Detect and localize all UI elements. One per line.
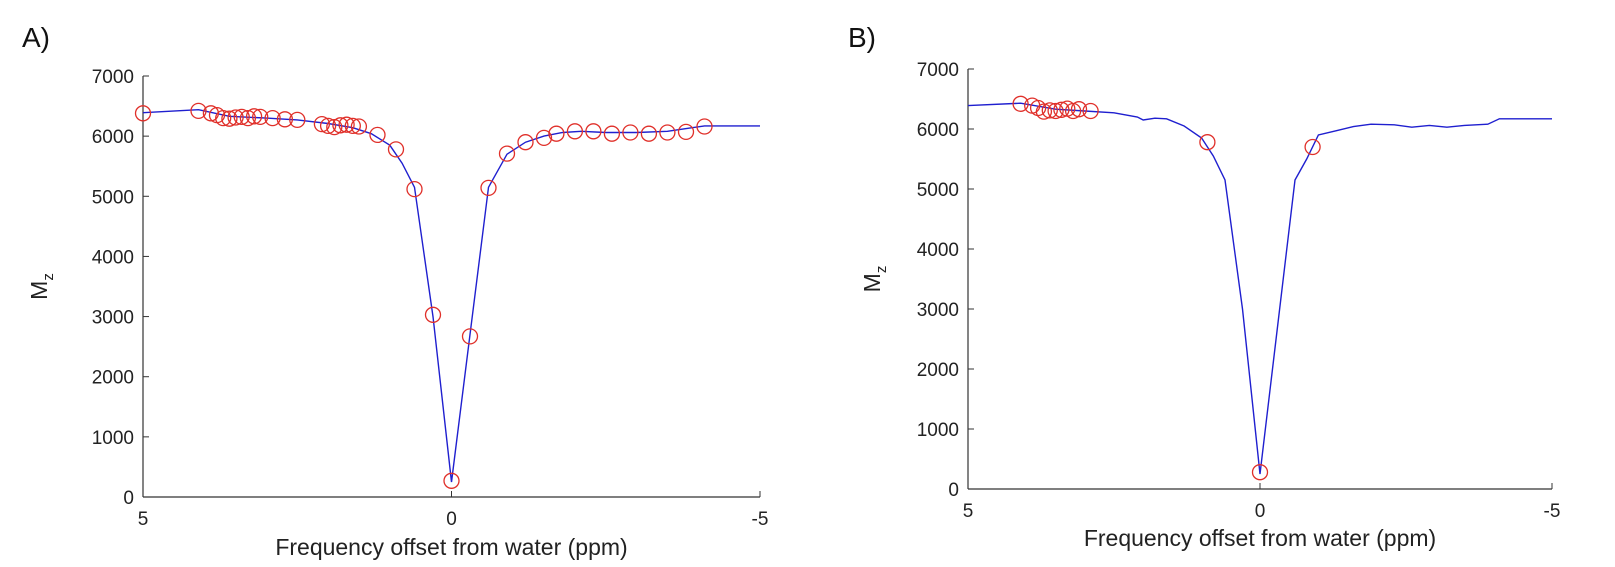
chart-b-data-point [1251, 464, 1269, 481]
chart-b-ytick-label: 4000 [917, 240, 959, 261]
chart-a-data-point [443, 472, 460, 489]
chart-b-y-axis-label-sub: z [873, 266, 890, 274]
chart-a-y-axis-label-main: M [26, 281, 52, 300]
chart-a-data-point [276, 111, 294, 128]
chart-a-ytick-label: 7000 [92, 67, 134, 88]
chart-b-data-point [1041, 102, 1058, 119]
chart-b-ytick-label: 0 [948, 480, 959, 501]
chart-b-data-point [1064, 102, 1082, 120]
chart-a-ytick-label: 2000 [92, 368, 134, 389]
chart-a-data-point [202, 105, 220, 122]
chart-a-data-point [677, 123, 695, 141]
chart-a-data-point [245, 108, 263, 125]
chart-a-data-point [344, 117, 361, 135]
chart-b-data-point [1012, 95, 1029, 112]
chart-a-data-point [424, 306, 442, 323]
chart-a-data-point [566, 123, 584, 140]
chart-a-x-axis-label: Frequency offset from water (ppm) [275, 534, 627, 560]
chart-a-measured-points [134, 102, 713, 489]
chart-b-x-axis-label: Frequency offset from water (ppm) [1084, 525, 1436, 551]
chart-a-data-point [332, 117, 349, 134]
chart-a-data-point [480, 179, 497, 197]
chart-a-ytick-label: 0 [123, 488, 134, 509]
chart-a-data-point [233, 108, 250, 126]
chart-a-fit-line [142, 108, 760, 483]
chart-b-ytick-label: 2000 [917, 360, 959, 381]
chart-b-ytick-label: 7000 [917, 60, 959, 81]
chart-a-data-point [369, 126, 386, 144]
chart-a-data-point [659, 124, 676, 141]
chart-a-data-point [548, 125, 565, 142]
chart-a-y-axis-label: Mz [26, 273, 57, 300]
chart-a-ytick-label: 6000 [92, 127, 134, 148]
chart-a-data-point [461, 328, 479, 345]
chart-a-xtick-label: 5 [138, 509, 149, 530]
chart-a-data-point [498, 145, 516, 162]
chart-b-data-point [1082, 102, 1099, 120]
chart-a-data-point [326, 118, 343, 136]
chart-b-measured-points [1012, 95, 1321, 481]
chart-b-data-point [1304, 138, 1321, 156]
chart-a-xtick-label: -5 [752, 509, 769, 530]
chart-b-panel-label: B) [848, 22, 876, 53]
chart-a-data-point [696, 118, 713, 135]
chart-a-data-point [227, 109, 244, 126]
chart-a-data-point [215, 109, 232, 127]
chart-a-data-point [190, 102, 207, 120]
chart-a-data-point [239, 109, 257, 127]
chart-a-ytick-label: 3000 [92, 308, 134, 329]
chart-a-ytick-label: 1000 [92, 428, 134, 449]
chart-a-data-point [264, 109, 281, 127]
chart-a-y-axis-label-sub: z [40, 273, 57, 281]
chart-a-data-point [134, 105, 152, 122]
chart-a-data-point [603, 125, 621, 142]
chart-a-data-point [313, 115, 331, 133]
chart-b-xtick-label: 0 [1255, 501, 1266, 522]
chart-b-fit-line [967, 102, 1552, 475]
chart-a-data-point [517, 134, 534, 151]
chart-a-data-point [622, 124, 639, 141]
chart-a-ytick-label: 5000 [92, 187, 134, 208]
chart-b-xtick-label: 5 [963, 501, 974, 522]
chart-a-data-point [221, 110, 238, 127]
chart-a-data-point [406, 180, 423, 198]
chart-b-ytick-label: 3000 [917, 300, 959, 321]
chart-b-data-point [1053, 101, 1070, 118]
chart-b-data-point [1035, 103, 1053, 120]
chart-a-data-point [535, 129, 553, 147]
chart-a-xtick-label: 0 [446, 509, 457, 530]
chart-a-data-point [289, 111, 306, 129]
chart-b-xtick-label: -5 [1544, 501, 1561, 522]
chart-b-ytick-label: 1000 [917, 420, 959, 441]
chart-a-panel-label: A) [22, 22, 50, 53]
chart-b-ytick-label: 5000 [917, 180, 959, 201]
chart-a-data-point [338, 116, 355, 133]
chart-b-data-point [1199, 134, 1216, 151]
chart-b-data-point [1047, 102, 1064, 120]
chart-b-data-point [1070, 101, 1088, 118]
chart-a-data-point [252, 108, 269, 126]
chart-a-data-point [640, 125, 658, 142]
chart-b-y-axis-label-main: M [859, 273, 885, 292]
chart-a-data-point [319, 117, 337, 135]
chart-a-data-point [585, 123, 602, 140]
chart-b-y-axis-label: Mz [859, 266, 890, 293]
chart-b-ytick-label: 6000 [917, 120, 959, 141]
chart-a-ytick-label: 4000 [92, 247, 134, 268]
chart-a-data-point [350, 118, 368, 135]
chart-a-data-point [387, 141, 405, 158]
